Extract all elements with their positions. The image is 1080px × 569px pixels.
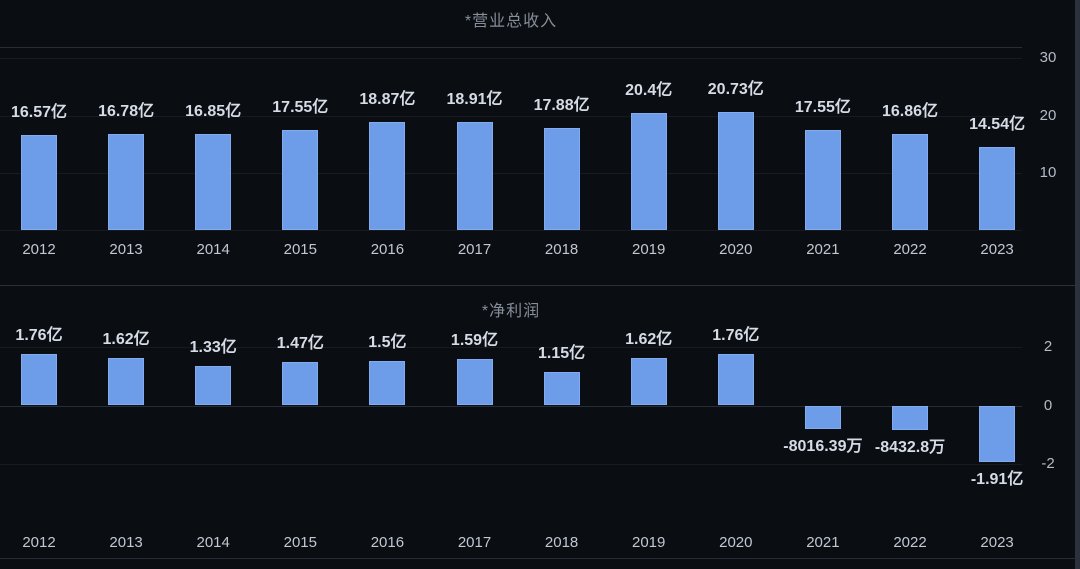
bar (979, 146, 1016, 230)
x-axis-label: 2015 (283, 241, 317, 258)
bar-value-label: 16.78亿 (98, 103, 155, 120)
x-axis-label: 2023 (980, 241, 1014, 258)
gridline (0, 115, 1022, 117)
bar (717, 111, 754, 230)
right-edge-border (1075, 0, 1080, 569)
x-axis-label: 2016 (370, 241, 405, 258)
x-axis-label: 2016 (370, 534, 405, 551)
bar-value-label: 17.55亿 (794, 98, 851, 116)
bar (369, 361, 406, 406)
y-axis-tick-label: 2 (1043, 337, 1053, 355)
bar (630, 113, 667, 230)
x-axis-label: 2012 (22, 241, 56, 258)
net-profit-chart-plot: 2 0 -2 1.76亿 2012 1.62亿 2013 1.33亿 2014 1.47亿 2015… (0, 286, 1080, 569)
x-axis-label: 2017 (457, 241, 492, 258)
x-axis-label: 2014 (196, 241, 230, 258)
bar (195, 366, 232, 406)
x-axis-label: 2023 (980, 534, 1014, 551)
bar (804, 129, 841, 230)
bar-value-label: 18.87亿 (359, 91, 416, 109)
bar-value-label: -8432.8万 (874, 439, 946, 457)
net-profit-chart-title: *净利润 (481, 303, 541, 320)
bar-value-label: 20.4亿 (625, 82, 673, 100)
bar (21, 353, 57, 406)
bar (456, 121, 493, 230)
axis-baseline (0, 230, 1022, 231)
bar (282, 362, 319, 406)
bar (804, 405, 841, 430)
x-axis-label: 2021 (806, 241, 840, 258)
x-axis-label: 2013 (109, 241, 143, 258)
x-axis-label: 2020 (719, 534, 753, 551)
bar-value-label: 1.5亿 (368, 334, 407, 352)
revenue-chart-plot: 30 20 10 16.57亿 2012 16.78亿 2013 16.85亿 2014 17.5… (0, 47, 1057, 258)
bar (892, 133, 928, 230)
bar (543, 371, 580, 406)
revenue-chart-title: *营业总收入 (464, 13, 558, 30)
bar-value-label: 1.62亿 (102, 330, 150, 348)
x-axis-label: 2015 (283, 534, 317, 551)
bar-value-label: -1.91亿 (970, 470, 1024, 488)
bar (717, 353, 754, 406)
gridline (0, 464, 1022, 466)
x-axis-label: 2022 (893, 534, 927, 551)
bar-value-label: 17.55亿 (272, 98, 329, 116)
gridline (0, 346, 1022, 348)
bar-value-label: 20.73亿 (707, 80, 764, 98)
bottom-border-line (0, 558, 1080, 559)
bar (543, 127, 580, 230)
bar (630, 357, 667, 406)
bar-value-label: 18.91亿 (446, 90, 503, 108)
x-axis-label: 2020 (719, 241, 753, 258)
bar-value-label: 1.76亿 (15, 326, 63, 344)
y-axis-tick-label: 0 (1043, 396, 1053, 414)
revenue-chart-panel: *营业总收入 30 20 10 16.57亿 2012 16.78亿 2013 16.85亿 2… (0, 13, 1057, 258)
plot-top-border (0, 47, 1022, 48)
y-axis-tick-label: 10 (1039, 163, 1057, 181)
bar (456, 358, 493, 406)
bar (108, 357, 145, 406)
bar-value-label: 17.88亿 (533, 96, 590, 114)
y-axis-tick-label: 20 (1039, 106, 1057, 124)
bar-value-label: 1.76亿 (712, 326, 760, 344)
x-axis-label: 2013 (109, 534, 143, 551)
bar (892, 405, 928, 431)
bar (282, 129, 319, 230)
bar (979, 405, 1016, 462)
bar-value-label: 1.15亿 (538, 344, 586, 362)
bar (108, 134, 145, 230)
gridline (0, 172, 1022, 174)
bar-value-label: 1.62亿 (625, 330, 673, 348)
x-axis-label: 2019 (632, 534, 666, 551)
y-axis-tick-label: -2 (1041, 455, 1055, 473)
bar-value-label: -8016.39万 (783, 438, 863, 456)
x-axis-label: 2021 (806, 534, 840, 551)
x-axis-label: 2017 (457, 534, 492, 551)
bar-value-label: 14.54亿 (969, 115, 1026, 133)
bar-value-label: 1.33亿 (189, 339, 237, 357)
bar-value-label: 16.86亿 (881, 102, 939, 120)
gridline (0, 405, 1022, 407)
bar (369, 122, 406, 230)
bar-value-label: 1.47亿 (276, 335, 324, 353)
y-axis-tick-label: 30 (1039, 49, 1057, 67)
x-axis-label: 2022 (893, 241, 927, 258)
x-axis-label: 2014 (196, 534, 230, 551)
x-axis-label: 2012 (22, 534, 56, 551)
gridline (0, 58, 1022, 60)
bar (21, 135, 57, 230)
bar-value-label: 16.85亿 (185, 102, 242, 120)
bar (195, 133, 232, 230)
x-axis-label: 2019 (632, 241, 666, 258)
x-axis-label: 2018 (544, 241, 579, 258)
bar-value-label: 16.57亿 (10, 104, 68, 122)
x-axis-label: 2018 (544, 534, 579, 551)
bar-value-label: 1.59亿 (450, 331, 499, 349)
net-profit-chart-panel: *净利润 2 0 -2 1.76亿 2012 1.62亿 2013 1.33亿 2014 1.47… (0, 285, 1080, 569)
